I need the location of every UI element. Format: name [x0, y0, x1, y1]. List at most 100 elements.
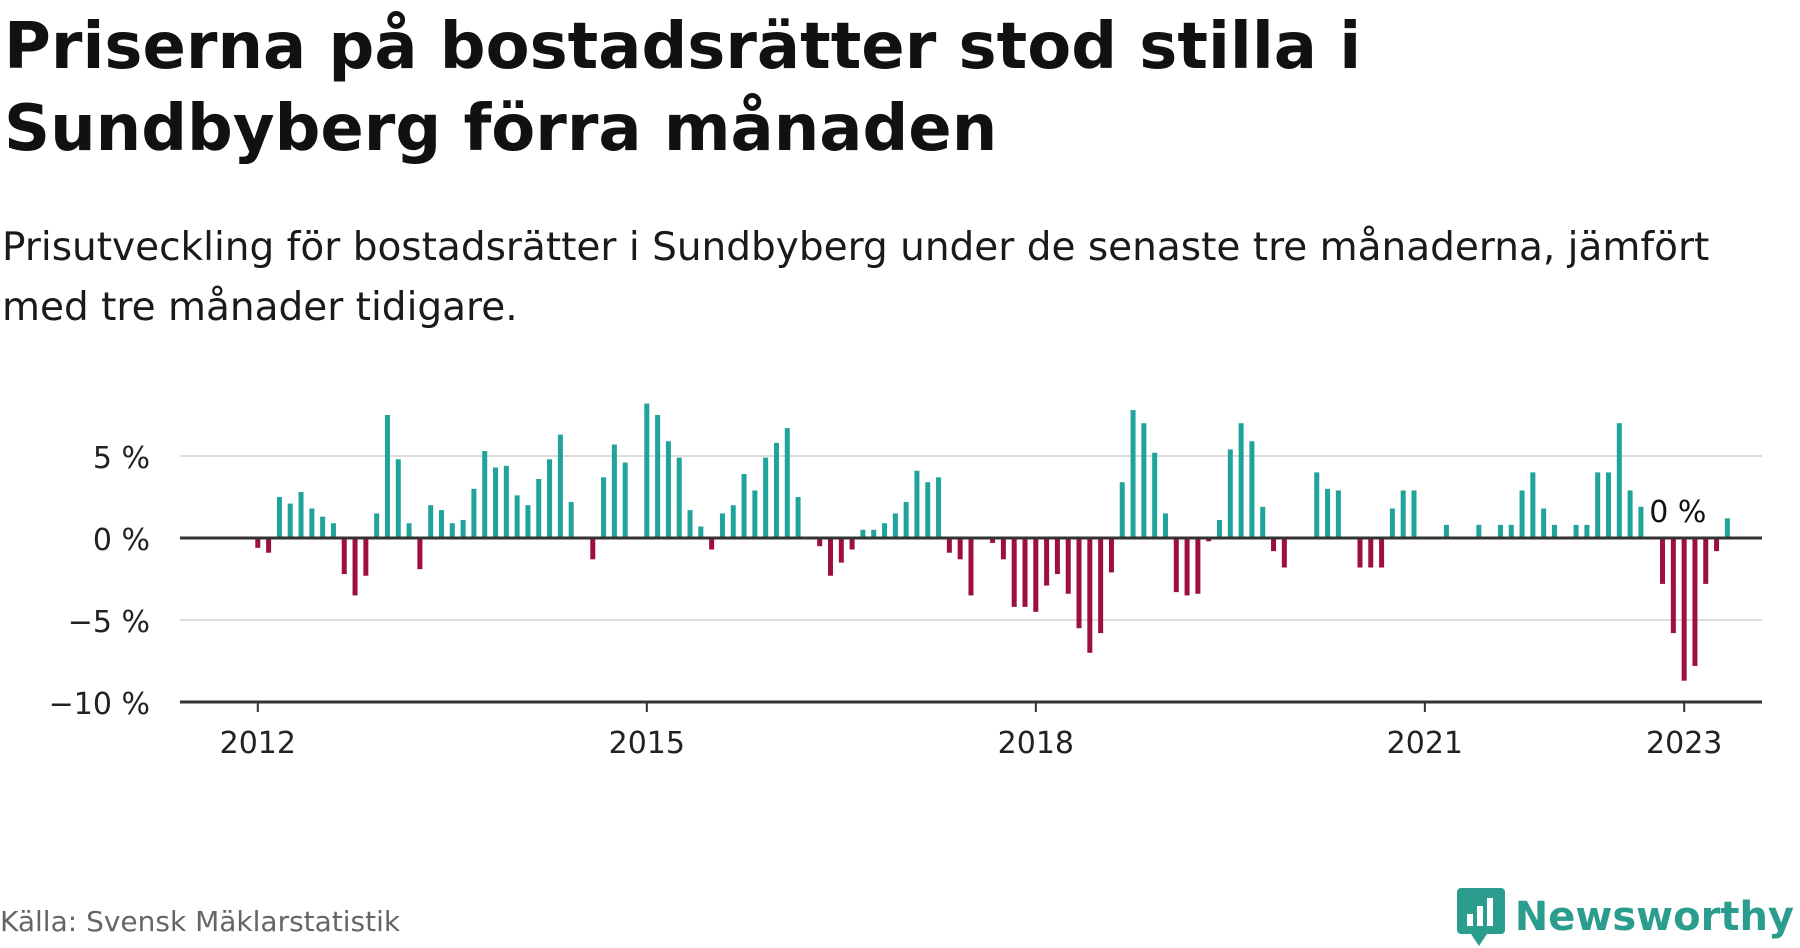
bar — [374, 513, 380, 538]
chart-subtitle: Prisutveckling för bostadsrätter i Sundb… — [2, 225, 1710, 330]
bar — [525, 505, 531, 538]
x-tick-label: 2015 — [609, 726, 685, 760]
x-tick-label: 2023 — [1646, 726, 1722, 760]
bar — [1497, 524, 1503, 538]
bar — [547, 459, 553, 538]
bar — [784, 428, 790, 538]
bar — [1551, 524, 1557, 538]
bar — [417, 538, 423, 570]
bar — [1660, 538, 1666, 584]
bar-chart: 5 % 0 % −5 % −10 % 2012 2015 2018 2021 2023 0 % — [49, 403, 1762, 760]
bar — [925, 482, 931, 538]
bar — [1638, 506, 1644, 538]
bar — [1000, 538, 1006, 560]
bar — [1411, 490, 1417, 538]
bar — [622, 462, 628, 538]
bar — [428, 505, 434, 538]
bar — [1606, 472, 1612, 538]
bar — [309, 508, 315, 538]
bar — [330, 523, 336, 538]
bar — [1541, 508, 1547, 538]
bar — [849, 538, 855, 550]
y-tick-label: 5 % — [93, 441, 150, 476]
bar — [665, 441, 671, 538]
bar — [903, 501, 909, 538]
bar — [449, 523, 455, 538]
bar — [892, 513, 898, 538]
newsworthy-logo-icon — [1456, 888, 1505, 946]
bar — [1627, 490, 1633, 538]
bar — [536, 478, 542, 538]
bar — [795, 497, 801, 538]
bar — [1508, 524, 1514, 538]
bar — [1260, 506, 1266, 538]
bar — [882, 523, 888, 538]
bar — [1141, 423, 1147, 538]
bar — [741, 474, 747, 538]
bar — [406, 523, 412, 538]
chart-title: Priserna på bostadsrätter stod stilla i … — [4, 10, 1362, 166]
bar — [1724, 518, 1730, 538]
bar — [266, 538, 272, 553]
bar — [1065, 538, 1071, 594]
last-value-label: 0 % — [1649, 495, 1706, 530]
bar — [1011, 538, 1017, 607]
y-tick-label: 0 % — [93, 523, 150, 558]
bar — [1692, 538, 1698, 666]
bar — [1271, 538, 1277, 552]
bar — [990, 538, 996, 543]
bar — [298, 492, 304, 538]
bar — [1281, 538, 1287, 568]
bar — [957, 538, 963, 560]
bar — [914, 470, 920, 538]
bar — [1130, 410, 1136, 538]
bar — [1519, 490, 1525, 538]
bar — [601, 477, 607, 538]
bar — [871, 529, 877, 538]
source-note: Källa: Svensk Mäklarstatistik — [0, 905, 401, 938]
bar — [395, 459, 401, 538]
bar — [1584, 524, 1590, 538]
bar — [817, 538, 823, 547]
bar — [1054, 538, 1060, 575]
bar — [1616, 423, 1622, 538]
bar — [698, 526, 704, 538]
bar — [1195, 538, 1201, 594]
bar — [1530, 472, 1536, 538]
bar — [1184, 538, 1190, 596]
bar — [1098, 538, 1104, 634]
bar — [1206, 538, 1212, 542]
bar — [687, 510, 693, 538]
bar — [1335, 490, 1341, 538]
bar — [255, 538, 261, 548]
bar — [1216, 519, 1222, 538]
bar — [611, 444, 617, 538]
bar — [1703, 538, 1709, 584]
bar — [287, 503, 293, 538]
bar — [557, 434, 563, 538]
bar — [773, 442, 779, 538]
bar — [320, 516, 326, 538]
x-tick-label: 2018 — [998, 726, 1074, 760]
bar — [482, 451, 488, 538]
bar — [709, 538, 715, 550]
bar — [1670, 538, 1676, 634]
bar — [1087, 538, 1093, 653]
brand[interactable]: Newsworthy — [1456, 888, 1794, 946]
bar — [1249, 441, 1255, 538]
bar — [946, 538, 952, 553]
bar — [1476, 524, 1482, 538]
bar — [363, 538, 369, 576]
bar — [1173, 538, 1179, 593]
bar — [1389, 508, 1395, 538]
bar — [838, 538, 844, 563]
bar — [1325, 488, 1331, 538]
bar — [1573, 524, 1579, 538]
bar — [1238, 423, 1244, 538]
bar — [676, 457, 682, 538]
bar — [1119, 482, 1125, 538]
bar — [1044, 538, 1050, 586]
bar — [1595, 472, 1601, 538]
x-tick-label: 2012 — [220, 726, 296, 760]
bar — [1443, 524, 1449, 538]
